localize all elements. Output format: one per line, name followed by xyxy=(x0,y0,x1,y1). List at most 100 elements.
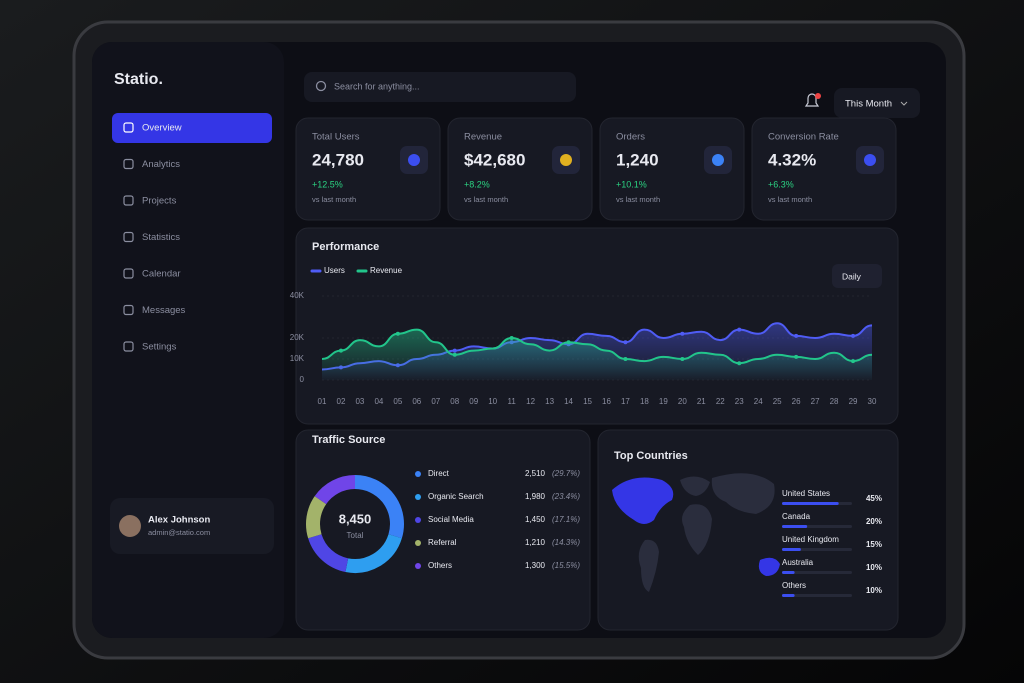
x-tick-label: 03 xyxy=(355,397,364,406)
x-tick-label: 19 xyxy=(659,397,668,406)
legend-label: Social Media xyxy=(428,515,474,524)
value-label: 1,450 xyxy=(525,515,546,524)
point xyxy=(680,331,685,336)
bar-track xyxy=(782,594,852,597)
nav-icon[interactable] xyxy=(123,341,134,352)
kpi-note: vs last month xyxy=(312,195,356,204)
nav-item[interactable]: Analytics xyxy=(142,159,180,170)
x-tick-label: 22 xyxy=(716,397,725,406)
bar-track xyxy=(782,571,852,574)
y-tick-label: 20K xyxy=(290,333,305,342)
x-tick-label: 23 xyxy=(735,397,744,406)
point xyxy=(680,357,685,361)
point xyxy=(509,336,514,340)
search-placeholder: Search for anything... xyxy=(334,81,420,91)
percent-label: (15.5%) xyxy=(552,561,580,570)
user-card[interactable] xyxy=(110,498,274,554)
kpi-value: 24,780 xyxy=(312,150,364,169)
country-label: Canada xyxy=(782,512,811,521)
point xyxy=(452,352,457,357)
nav-item[interactable]: Statistics xyxy=(142,232,180,243)
range-select[interactable] xyxy=(832,264,882,288)
nav-item[interactable]: Messages xyxy=(142,305,186,316)
nav-item[interactable]: Overview xyxy=(142,123,182,134)
point xyxy=(794,333,799,338)
nav-icon[interactable] xyxy=(123,122,134,133)
x-tick-label: 26 xyxy=(792,397,801,406)
nav-icon[interactable] xyxy=(123,268,134,279)
bar xyxy=(782,525,808,528)
nav-item[interactable]: Settings xyxy=(142,342,177,353)
country-label: United Kingdom xyxy=(782,535,839,544)
x-tick-label: 10 xyxy=(488,397,497,406)
search-box[interactable] xyxy=(304,72,576,102)
kpi-icon xyxy=(560,154,572,166)
point xyxy=(851,359,856,364)
country-label: United States xyxy=(782,489,830,498)
point xyxy=(566,340,571,345)
legend-label[interactable]: Users xyxy=(324,266,345,275)
nav-icon[interactable] xyxy=(123,158,134,170)
kpi-label: Revenue xyxy=(464,132,502,143)
legend-label: Others xyxy=(428,561,452,570)
kpi-icon xyxy=(864,154,876,166)
traffic-card xyxy=(295,429,591,631)
kpi-label: Orders xyxy=(616,132,645,143)
nav-icon[interactable] xyxy=(123,304,134,316)
traffic-title: Traffic Source xyxy=(312,434,385,446)
point xyxy=(737,361,742,366)
country-value: 10% xyxy=(866,586,882,595)
legend-label: Organic Search xyxy=(428,492,484,501)
x-tick-label: 07 xyxy=(431,397,440,406)
kpi-value: $42,680 xyxy=(464,150,525,169)
y-tick-label: 0 xyxy=(300,375,305,384)
x-tick-label: 21 xyxy=(697,397,706,406)
notification-dot xyxy=(815,93,821,99)
kpi-change: +6.3% xyxy=(768,179,794,189)
countries-card xyxy=(597,429,899,631)
kpi-card xyxy=(751,117,897,221)
kpi-change: +8.2% xyxy=(464,179,490,189)
x-tick-label: 12 xyxy=(526,397,535,406)
nav-icon[interactable] xyxy=(123,195,134,206)
legend-label[interactable]: Revenue xyxy=(370,266,403,275)
search-icon xyxy=(315,80,327,92)
world-map xyxy=(612,473,780,592)
period-select[interactable] xyxy=(834,88,920,118)
percent-label: (14.3%) xyxy=(552,538,580,547)
kpi-card xyxy=(447,117,593,221)
kpi-icon xyxy=(712,154,724,166)
bar xyxy=(782,594,795,597)
x-tick-label: 08 xyxy=(450,397,459,406)
nav-item[interactable]: Calendar xyxy=(142,269,181,280)
user-email: admin@statio.com xyxy=(148,528,210,537)
nav-icon[interactable] xyxy=(123,231,134,243)
kpi-card xyxy=(295,117,441,221)
value-label: 2,510 xyxy=(525,469,546,478)
donut-slice xyxy=(354,475,404,539)
series-line xyxy=(321,328,873,365)
kpi-value: 1,240 xyxy=(616,150,659,169)
x-tick-label: 28 xyxy=(830,397,839,406)
y-tick-label: 10K xyxy=(290,354,305,363)
kpi-note: vs last month xyxy=(768,195,812,204)
point xyxy=(794,354,799,359)
bell-icon[interactable] xyxy=(804,93,820,107)
avatar xyxy=(119,515,141,537)
legend-dot xyxy=(415,471,421,477)
country-value: 15% xyxy=(866,540,882,549)
donut-slice xyxy=(345,533,402,573)
legend-label: Direct xyxy=(428,469,450,478)
period-label: This Month xyxy=(845,99,892,110)
nav-active[interactable] xyxy=(112,113,272,143)
kpi-change: +10.1% xyxy=(616,179,647,189)
x-tick-label: 02 xyxy=(337,397,346,406)
x-tick-label: 15 xyxy=(583,397,592,406)
point xyxy=(737,327,742,332)
x-tick-label: 11 xyxy=(507,397,516,406)
nav-item[interactable]: Projects xyxy=(142,196,177,207)
x-tick-label: 20 xyxy=(678,397,687,406)
x-tick-label: 25 xyxy=(773,397,782,406)
point xyxy=(623,340,628,345)
kpi-value: 4.32% xyxy=(768,150,816,169)
